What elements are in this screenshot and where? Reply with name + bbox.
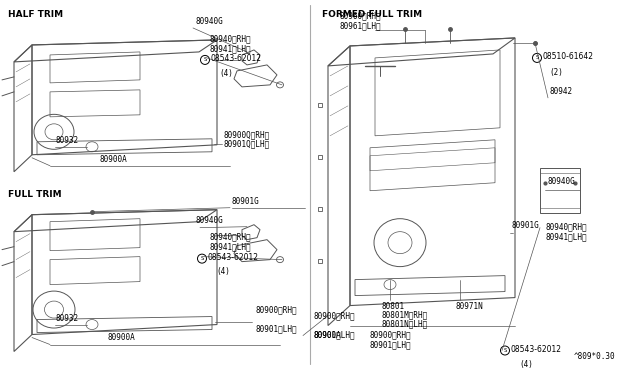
Text: S: S — [503, 348, 507, 353]
Text: 80901〈LH〉: 80901〈LH〉 — [313, 331, 355, 340]
Text: 80941〈LH〉: 80941〈LH〉 — [210, 44, 252, 53]
Text: (4): (4) — [216, 267, 230, 276]
Text: 80801N〈LH〉: 80801N〈LH〉 — [382, 320, 428, 328]
Text: 80960〈RH〉: 80960〈RH〉 — [340, 11, 381, 20]
Text: HALF TRIM: HALF TRIM — [8, 10, 63, 19]
Text: 80901G: 80901G — [232, 197, 260, 206]
Text: 80940G: 80940G — [195, 216, 223, 225]
Text: FULL TRIM: FULL TRIM — [8, 190, 61, 199]
Text: S: S — [204, 57, 207, 62]
Text: 80940〈RH〉: 80940〈RH〉 — [210, 232, 252, 242]
Text: 80900〈RH〉: 80900〈RH〉 — [370, 331, 412, 340]
Text: 80940〈RH〉: 80940〈RH〉 — [545, 223, 587, 232]
Text: 80900A: 80900A — [100, 155, 128, 164]
Text: 80971N: 80971N — [455, 302, 483, 311]
Text: 80901〈LH〉: 80901〈LH〉 — [370, 340, 412, 350]
Text: 80901G: 80901G — [512, 221, 540, 230]
Text: 08543-62012: 08543-62012 — [207, 253, 259, 262]
Text: FORMED FULL TRIM: FORMED FULL TRIM — [322, 10, 422, 19]
Text: 80900A: 80900A — [108, 333, 136, 341]
Text: 80801: 80801 — [382, 302, 405, 311]
Text: (4): (4) — [519, 360, 533, 369]
Text: 80900〈RH〉: 80900〈RH〉 — [313, 311, 355, 321]
Text: 80961〈LH〉: 80961〈LH〉 — [340, 21, 381, 30]
Text: 80940G: 80940G — [547, 177, 575, 186]
Text: 80900〈RH〉: 80900〈RH〉 — [255, 305, 296, 315]
Text: 80901〈LH〉: 80901〈LH〉 — [255, 324, 296, 334]
Text: 80900Q〈RH〉: 80900Q〈RH〉 — [224, 131, 270, 140]
Text: 08543-62012: 08543-62012 — [511, 345, 561, 354]
Text: (2): (2) — [549, 68, 563, 77]
Text: 80940〈RH〉: 80940〈RH〉 — [210, 34, 252, 43]
Text: 80801M〈RH〉: 80801M〈RH〉 — [382, 311, 428, 320]
Text: S: S — [200, 256, 204, 261]
Text: 80940G: 80940G — [195, 17, 223, 26]
Text: (4): (4) — [219, 69, 233, 78]
Text: 80941〈LH〉: 80941〈LH〉 — [210, 243, 252, 251]
Text: S: S — [535, 55, 539, 60]
Text: 08543-62012: 08543-62012 — [211, 54, 262, 63]
Text: ^809*0.30: ^809*0.30 — [573, 353, 615, 362]
Text: 80932: 80932 — [56, 136, 79, 145]
Text: 80942: 80942 — [550, 87, 573, 96]
Text: 80941〈LH〉: 80941〈LH〉 — [545, 232, 587, 242]
Text: 80900A: 80900A — [314, 331, 342, 340]
Text: 08510-61642: 08510-61642 — [543, 52, 593, 61]
Text: 80901Q〈LH〉: 80901Q〈LH〉 — [224, 140, 270, 149]
Text: 80932: 80932 — [56, 314, 79, 323]
